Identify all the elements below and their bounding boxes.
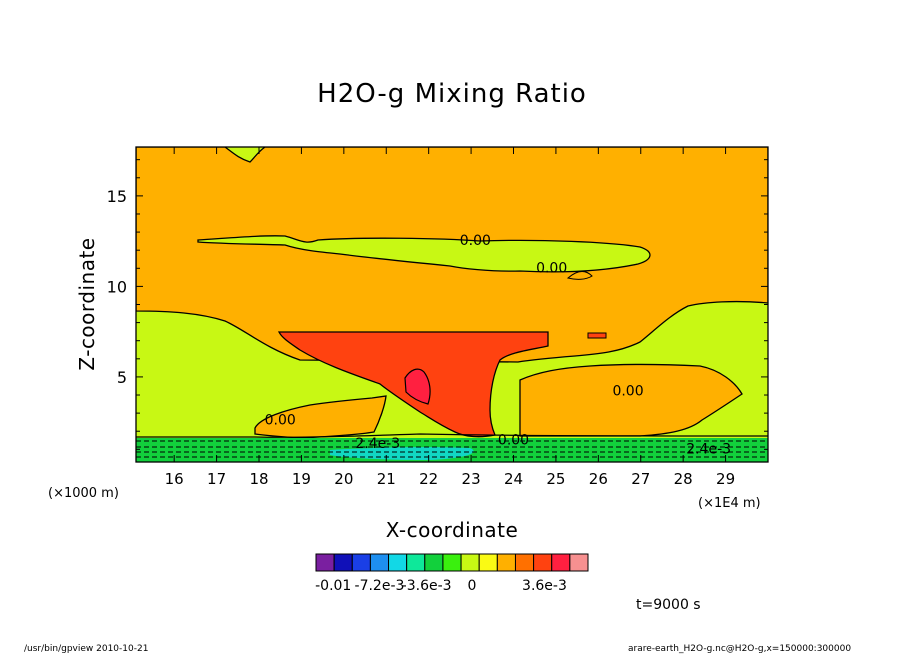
colorbar-swatch [406, 553, 426, 572]
contour-label: 0.00 [460, 233, 491, 249]
contour-labels: 0.00 0.00 0.00 0.00 0.00 2.4e-3 2.4e-3 [265, 233, 731, 457]
colorbar-tick-label: 0 [467, 578, 476, 594]
colorbar-tick-label: 3.6e-3 [522, 578, 567, 594]
plot-area [136, 147, 768, 462]
x-tick-label: 25 [546, 470, 565, 488]
contour-label: 0.00 [536, 260, 567, 276]
footer-right: arare-earth_H2O-g.nc@H2O-g,x=150000:3000… [628, 644, 851, 654]
y-axis-ticks: 5 10 15 [107, 159, 768, 450]
colorbar-tick-label: -3.6e-3 [402, 578, 452, 594]
field-yellow-band [197, 235, 651, 273]
x-tick-label: 23 [462, 470, 481, 488]
colorbar-tick-labels: -0.01 -7.2e-3-3.6e-3 0 3.6e-3 [315, 578, 567, 594]
colorbar-swatch [442, 553, 462, 572]
colorbar-swatch [315, 553, 335, 572]
x-tick-label: 24 [504, 470, 523, 488]
colorbar-swatch [388, 553, 408, 572]
x-tick-label: 19 [292, 470, 311, 488]
dashed-contours [136, 440, 768, 458]
field-blue-bottom [330, 447, 474, 460]
colorbar-swatch [333, 553, 353, 572]
zero-contour-bottom [136, 433, 768, 438]
x-tick-label: 28 [674, 470, 693, 488]
contour-label: 0.00 [612, 383, 643, 399]
contour-label: 0.00 [498, 432, 529, 448]
field-orange-island [566, 271, 593, 280]
x-tick-label: 16 [165, 470, 184, 488]
colorbar-tick-label: -7.2e-3 [355, 578, 405, 594]
x-axis-unit-left: (×1000 m) [48, 486, 119, 501]
x-tick-label: 22 [419, 470, 438, 488]
footer-left: /usr/bin/gpview 2010-10-21 [24, 644, 148, 654]
x-tick-label: 17 [207, 470, 226, 488]
colorbar-swatch [460, 553, 480, 572]
x-tick-label: 21 [377, 470, 396, 488]
time-label: t=9000 s [636, 597, 701, 613]
colorbar-swatch [514, 553, 535, 572]
x-tick-label: 29 [716, 470, 735, 488]
chart-title: H2O-g Mixing Ratio [317, 79, 587, 109]
field-red-patch [587, 332, 607, 339]
colorbar-swatch [478, 553, 498, 572]
colorbar-swatch [569, 553, 589, 572]
x-axis-ticks: 16 17 18 19 20 21 22 23 24 25 26 27 28 29 [165, 147, 735, 488]
colorbar [315, 553, 589, 572]
colorbar-swatch [533, 553, 553, 572]
colorbar-swatch [424, 553, 444, 572]
colorbar-swatch [369, 553, 390, 572]
colorbar-swatch [551, 553, 571, 572]
x-tick-label: 20 [334, 470, 353, 488]
field-red-core [404, 368, 431, 405]
x-tick-label: 18 [249, 470, 268, 488]
contour-label: 2.4e-3 [355, 436, 400, 452]
colorbar-swatch [351, 553, 371, 572]
x-tick-label: 26 [589, 470, 608, 488]
colorbar-tick-label: -0.01 [315, 578, 351, 594]
y-tick-label: 15 [107, 187, 127, 206]
contour-label: 0.00 [265, 412, 296, 428]
x-axis-label: X-coordinate [386, 518, 519, 542]
x-axis-unit-right: (×1E4 m) [698, 496, 761, 511]
contour-label: 2.4e-3 [686, 441, 731, 457]
y-tick-label: 5 [117, 368, 127, 387]
x-tick-label: 27 [631, 470, 650, 488]
y-axis-label: Z-coordinate [75, 237, 99, 370]
y-tick-label: 10 [107, 277, 127, 296]
field-orange-lower-right [519, 363, 743, 437]
colorbar-swatch [496, 553, 516, 572]
